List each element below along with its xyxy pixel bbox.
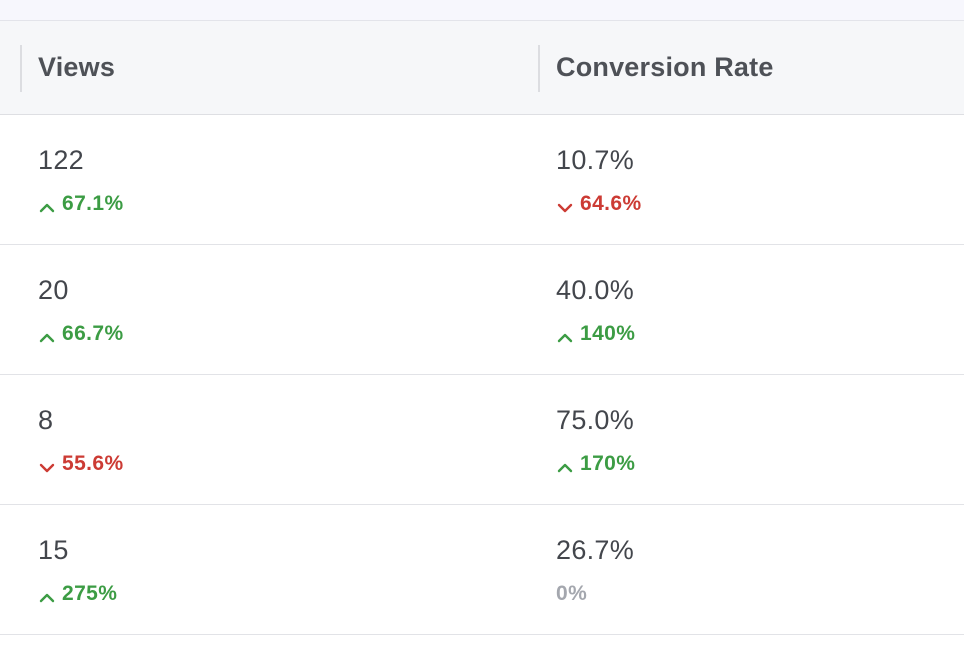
table-row: 122 67.1% 10.7% 64.6%	[0, 115, 964, 245]
views-value: 20	[38, 275, 69, 305]
chevron-up-icon	[556, 457, 574, 473]
conversion-rate-value: 10.7%	[556, 145, 635, 175]
conversion-rate-delta: 0%	[556, 582, 587, 606]
views-value: 15	[38, 535, 69, 565]
conversion-rate-delta: 140%	[556, 322, 635, 346]
views-delta: 66.7%	[38, 322, 124, 346]
chevron-down-icon	[38, 457, 56, 473]
conversion-delta-value: 64.6%	[580, 192, 642, 215]
chevron-up-icon	[38, 327, 56, 343]
conversion-rate-delta: 64.6%	[556, 192, 642, 216]
views-delta: 275%	[38, 582, 117, 606]
views-value: 8	[38, 405, 54, 435]
views-delta-value: 67.1%	[62, 192, 124, 215]
views-delta-value: 66.7%	[62, 322, 124, 345]
table-row: 20 66.7% 40.0% 140%	[0, 245, 964, 375]
views-delta-value: 275%	[62, 582, 118, 605]
views-delta: 67.1%	[38, 192, 124, 216]
conversion-rate-value: 75.0%	[556, 405, 635, 435]
conversion-delta-value: 170%	[580, 452, 636, 475]
conversion-delta-value: 0%	[556, 582, 588, 605]
views-value: 122	[38, 145, 84, 175]
column-header-label: Conversion Rate	[556, 52, 774, 82]
chevron-up-icon	[38, 197, 56, 213]
chevron-down-icon	[556, 197, 574, 213]
conversion-rate-value: 40.0%	[556, 275, 635, 305]
column-header-label: Views	[38, 52, 116, 82]
column-header-views[interactable]: Views	[20, 21, 115, 114]
table-row: 8 55.6% 75.0% 170%	[0, 375, 964, 505]
conversion-delta-value: 140%	[580, 322, 636, 345]
top-bar	[0, 0, 964, 21]
chevron-up-icon	[556, 327, 574, 343]
conversion-rate-value: 26.7%	[556, 535, 635, 565]
chevron-up-icon	[38, 587, 56, 603]
views-delta: 55.6%	[38, 452, 124, 476]
column-divider	[538, 45, 540, 92]
column-divider	[20, 45, 22, 92]
table-row: 15 275% 26.7% 0%	[0, 505, 964, 635]
table-header: Views Conversion Rate	[0, 21, 964, 115]
views-delta-value: 55.6%	[62, 452, 124, 475]
column-header-conversion-rate[interactable]: Conversion Rate	[538, 21, 774, 114]
conversion-rate-delta: 170%	[556, 452, 635, 476]
